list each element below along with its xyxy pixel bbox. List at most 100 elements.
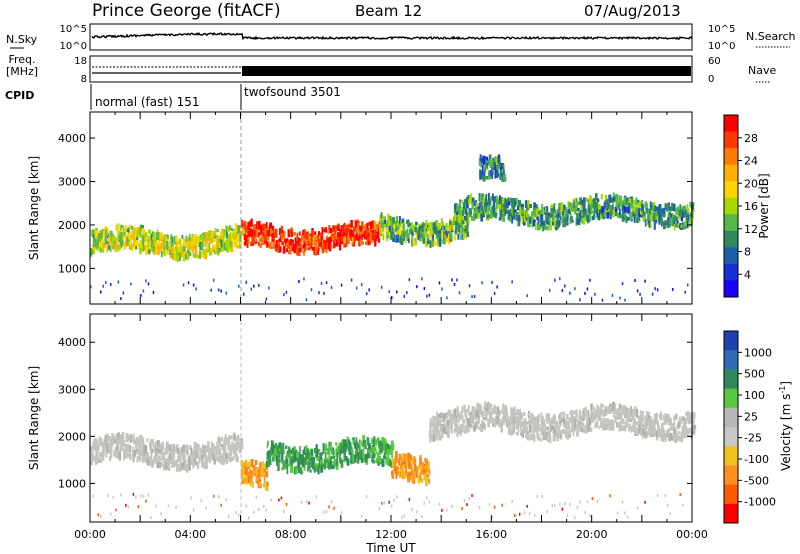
scatter-cell: [383, 501, 385, 505]
scatter-cell: [456, 406, 459, 414]
scatter-cell: [500, 209, 502, 218]
scatter-cell: [112, 235, 116, 241]
scatter-cell: [655, 412, 658, 421]
scatter-cell: [265, 230, 268, 236]
scatter-cell: [283, 238, 286, 243]
scatter-cell: [360, 231, 363, 238]
scatter-cell: [576, 430, 580, 437]
scatter-cell: [300, 470, 303, 475]
scatter-cell: [533, 202, 537, 209]
scatter-cell: [140, 449, 143, 456]
colorbar-swatch: [724, 131, 738, 149]
scatter-cell: [428, 500, 431, 504]
scatter-cell: [609, 195, 612, 203]
scatter-cell: [219, 247, 222, 252]
scatter-cell: [630, 201, 633, 209]
scatter-cell: [120, 442, 123, 448]
scatter-cell: [429, 240, 432, 248]
scatter-cell: [668, 433, 671, 442]
scatter-cell: [473, 411, 476, 418]
scatter-cell: [529, 433, 533, 441]
scatter-cell: [494, 170, 497, 179]
scatter-cell: [528, 222, 531, 228]
scatter-cell: [404, 230, 407, 237]
scatter-cell: [681, 426, 685, 433]
scatter-cell: [481, 421, 484, 426]
scatter-cell: [276, 461, 279, 467]
scatter-cell: [381, 442, 384, 447]
scatter-cell: [521, 430, 524, 438]
scatter-cell: [564, 501, 566, 505]
scatter-cell: [277, 247, 280, 253]
scatter-cell: [192, 283, 195, 287]
scatter-cell: [350, 278, 353, 282]
scatter-cell: [259, 483, 262, 489]
scatter-cell: [479, 154, 482, 162]
scatter-cell: [157, 232, 160, 241]
scatter-cell: [653, 205, 657, 212]
scatter-cell: [624, 511, 626, 515]
scatter-cell: [481, 411, 484, 418]
scatter-cell: [419, 457, 422, 466]
scatter-cell: [549, 419, 552, 427]
scatter-cell: [300, 467, 302, 471]
scatter-cell: [127, 505, 130, 509]
scatter-cell: [670, 217, 673, 226]
scatter-cell: [394, 229, 397, 233]
scatter-cell: [228, 234, 231, 240]
scatter-cell: [175, 241, 178, 248]
scatter-cell: [375, 450, 377, 454]
scatter-cell: [393, 223, 396, 229]
scatter-cell: [225, 239, 229, 248]
scatter-cell: [161, 442, 164, 447]
scatter-cell: [570, 203, 573, 209]
scatter-cell: [182, 283, 185, 287]
scatter-cell: [476, 208, 479, 215]
scatter-cell: [262, 461, 265, 468]
nsky-tick-top: 10^5: [60, 24, 87, 35]
scatter-cell: [252, 466, 256, 470]
scatter-cell: [155, 447, 159, 456]
scatter-cell: [277, 450, 281, 459]
scatter-cell: [453, 213, 457, 222]
scatter-cell: [177, 463, 180, 472]
colorbar-tick-label: -1000: [744, 496, 776, 509]
scatter-cell: [96, 237, 99, 244]
scatter-cell: [124, 225, 127, 233]
scatter-cell: [355, 232, 358, 236]
scatter-cell: [460, 414, 464, 418]
scatter-cell: [311, 230, 313, 239]
scatter-cell: [90, 285, 92, 289]
scatter-cell: [234, 443, 237, 452]
scatter-cell: [476, 205, 479, 211]
scatter-cell: [335, 462, 338, 467]
scatter-cell: [380, 449, 383, 454]
scatter-cell: [453, 235, 457, 241]
scatter-cell: [437, 223, 441, 231]
scatter-cell: [325, 510, 328, 514]
scatter-cell: [483, 165, 485, 172]
scatter-cell: [516, 205, 520, 211]
scatter-cell: [305, 235, 308, 244]
scatter-cell: [491, 280, 493, 284]
colorbar-tick-label: 1000: [744, 346, 772, 359]
scatter-cell: [172, 443, 175, 452]
scatter-cell: [580, 427, 583, 432]
scatter-cell: [196, 238, 200, 245]
scatter-cell: [412, 471, 415, 480]
scatter-cell: [400, 465, 403, 471]
scatter-cell: [466, 408, 470, 413]
scatter-cell: [516, 212, 518, 220]
scatter-cell: [312, 457, 316, 462]
scatter-cell: [361, 221, 364, 227]
scatter-cell: [474, 213, 478, 219]
scatter-cell: [153, 444, 157, 453]
scatter-cell: [338, 242, 342, 251]
scatter-cell: [673, 417, 676, 426]
scatter-cell: [607, 202, 610, 209]
scatter-cell: [259, 243, 262, 248]
scatter-cell: [548, 216, 551, 222]
scatter-cell: [293, 248, 296, 254]
scatter-cell: [466, 503, 468, 507]
scatter-cell: [209, 230, 212, 237]
